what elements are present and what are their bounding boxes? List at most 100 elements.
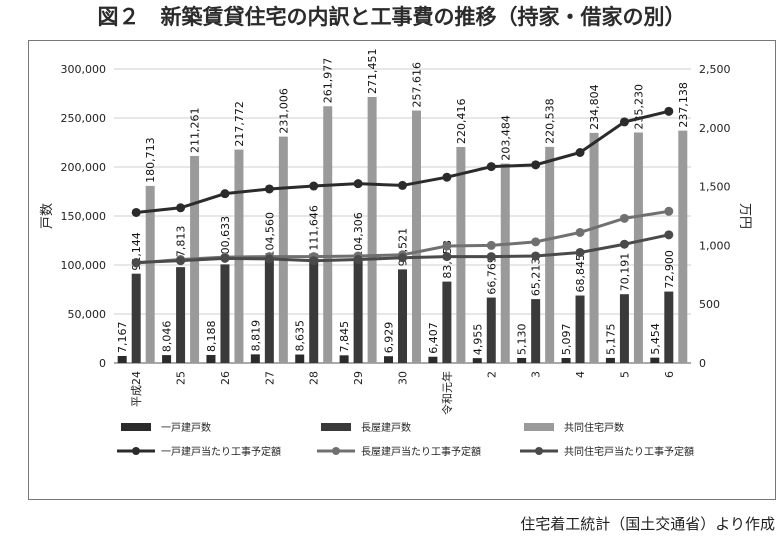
chart-frame: 0 50,000 100,000 150,000 200,000 250,000 300,0… [28,40,776,500]
bar [517,357,527,363]
x-tick-label: 2 [485,371,498,378]
legend-swatch [121,423,151,431]
bar [561,358,571,363]
x-tick-label: 30 [397,371,410,385]
y2-tick-label: 1,000 [699,239,731,252]
data-label: 104,306 [352,212,365,258]
bar [131,273,141,363]
bar [398,269,407,363]
bar [176,267,186,363]
y-tick-label: 0 [99,357,106,370]
y2-tick-label: 1,500 [699,181,731,194]
bar [264,260,274,363]
x-tick-label: 3 [530,371,543,378]
data-label: 100,633 [219,216,232,261]
bar [220,264,230,363]
line-point [575,247,585,257]
line-point [664,230,674,240]
data-label: 5,454 [649,323,662,355]
legend-label: 共同住宅戸数 [564,421,624,434]
data-label: 8,046 [161,321,174,353]
data-label: 8,819 [249,320,262,352]
line-point [264,184,274,194]
x-tick-label: 4 [574,371,587,378]
line-point [309,181,319,191]
x-tick-label: 27 [263,371,276,385]
bar [162,355,172,363]
y-tick-label: 250,000 [61,112,107,125]
line-point [353,255,363,265]
line-point [619,117,629,127]
x-tick-label: 平成24 [130,371,143,407]
line-point [176,256,186,266]
bar [339,355,349,363]
data-label: 235,230 [632,84,645,130]
data-label: 231,006 [277,88,290,134]
line-point [131,257,141,267]
line-point [531,251,541,261]
bar [605,357,615,363]
bar [206,354,216,363]
bar [278,136,288,363]
bar [589,132,599,363]
line-point [575,227,585,237]
data-label: 6,929 [383,322,396,354]
data-label: 5,097 [560,324,573,356]
y-axis-title: 戸数 [40,203,55,229]
x-tick-label: 25 [175,371,188,385]
y2-tick-label: 2,500 [699,63,731,76]
data-label: 211,261 [189,107,202,153]
bar [456,146,466,363]
legend-label: 一戸建戸当たり工事予定額 [161,445,281,458]
line-point [131,207,141,217]
bar [664,291,674,363]
bar [384,356,393,363]
legend-label: 共同住宅戸当たり工事予定額 [564,445,694,458]
y2-tick-label: 2,000 [699,122,731,135]
x-tick-label: 5 [618,371,631,378]
data-label: 261,977 [322,58,335,104]
data-label: 217,772 [233,101,246,147]
line-point [398,253,407,263]
legend-swatch [524,423,554,431]
y-tick-label: 300,000 [61,63,107,76]
bar [250,354,260,363]
data-label: 203,484 [499,115,512,161]
legend-label: 長屋建戸当たり工事予定額 [361,445,481,458]
data-label: 8,635 [294,320,307,352]
data-label: 68,845 [574,254,587,293]
data-label: 237,138 [677,82,690,128]
data-label: 66,769 [485,256,498,295]
y2-axis-title: 万円 [737,203,752,229]
line-point [619,239,629,249]
data-label: 257,616 [411,62,424,108]
data-label: 234,804 [588,84,601,130]
y-tick-label: 200,000 [61,161,107,174]
bar [500,163,510,363]
legend-label: 長屋建戸数 [361,421,411,434]
data-label: 8,188 [205,320,218,352]
line-point [264,254,274,264]
line-point [176,203,186,213]
bar [309,253,319,363]
bar [472,358,482,363]
bar [678,130,688,363]
bar [367,96,377,363]
line-point [442,241,452,251]
data-label: 65,213 [530,258,543,296]
line-point [486,240,496,250]
bar [428,356,438,363]
y-tick-label: 100,000 [61,259,107,272]
x-tick-label: 29 [352,371,365,385]
x-tick-label: 28 [308,371,321,385]
bar [575,295,585,363]
x-tick-label: 令和元年 [440,371,454,415]
data-label: 104,560 [263,212,276,257]
legend-swatch-point [132,447,140,455]
legend-swatch-point [332,447,340,455]
combo-chart: 0 50,000 100,000 150,000 200,000 250,000 300,0… [40,48,752,458]
bar [295,354,305,363]
bar [633,132,643,363]
line-point [531,237,541,247]
data-label: 7,845 [338,321,351,353]
